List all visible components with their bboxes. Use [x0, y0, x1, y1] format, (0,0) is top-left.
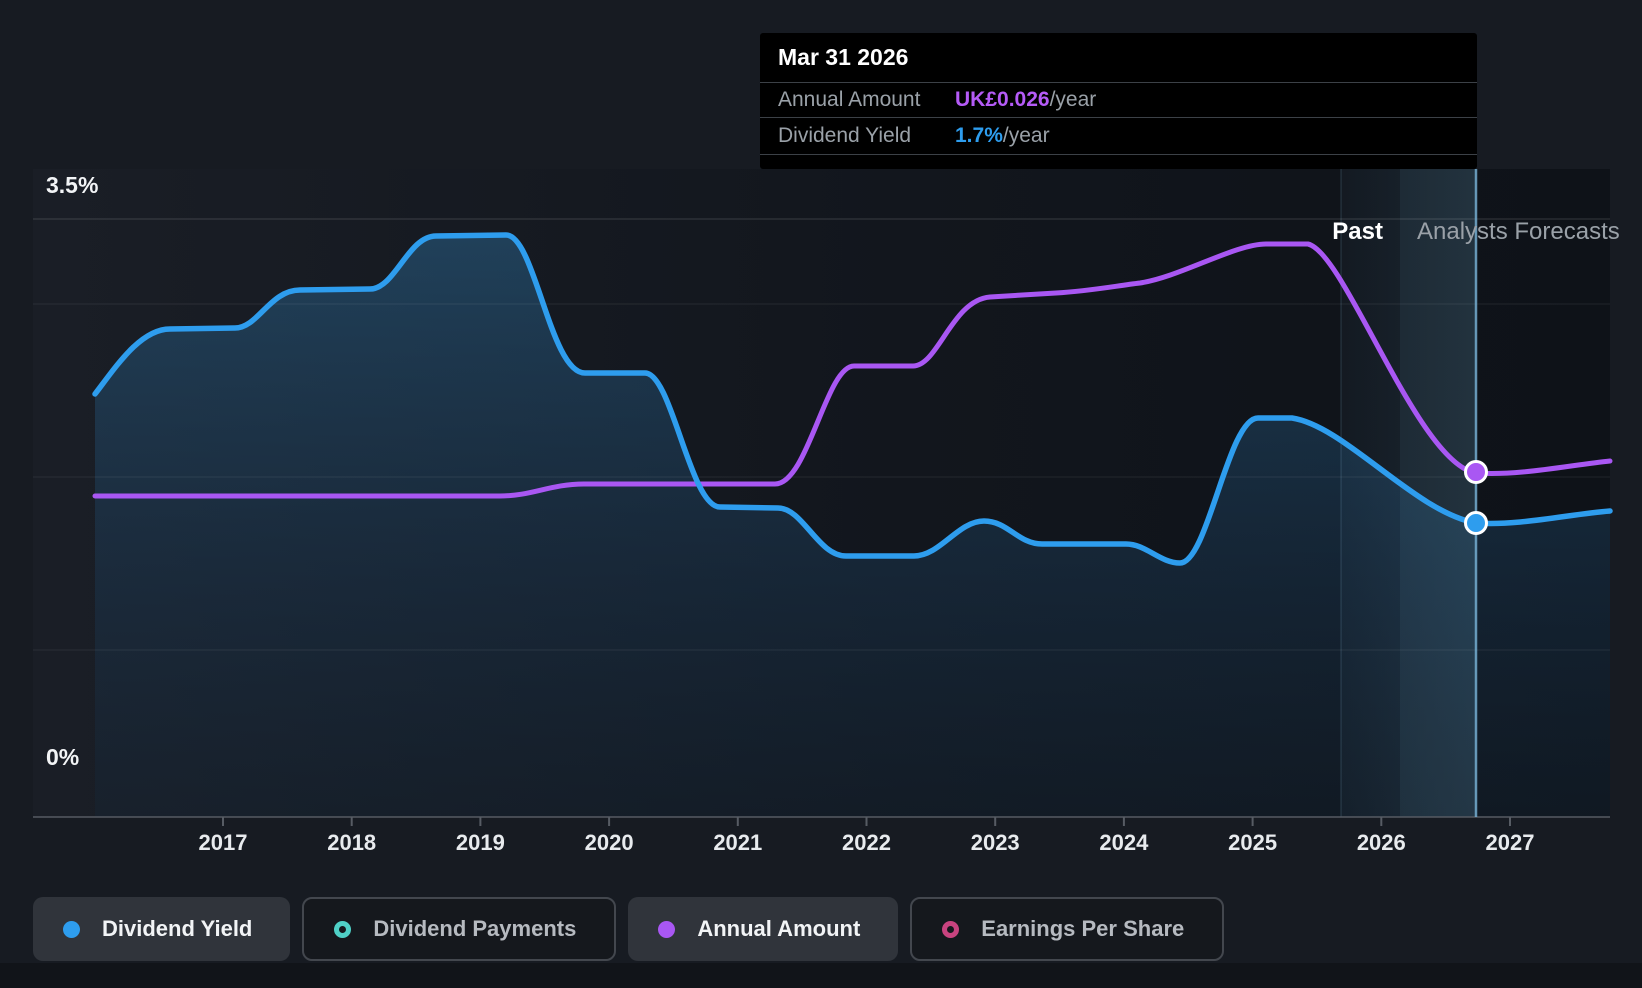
- tooltip-bottom-divider: [760, 154, 1477, 172]
- forecast-region-band: [1341, 169, 1476, 817]
- bottom-strip: [0, 963, 1642, 988]
- chart-tooltip: Mar 31 2026 Annual Amount UK£0.026 /year…: [760, 33, 1477, 169]
- y-axis-min-label: 0%: [46, 744, 80, 770]
- x-tick-label-2025: 2025: [1228, 830, 1277, 855]
- dividend-payments-swatch-icon: [334, 920, 352, 938]
- legend-label: Dividend Yield: [102, 916, 253, 941]
- x-tick-label-2027: 2027: [1486, 830, 1535, 855]
- tooltip-annual-amount-suffix: /year: [1049, 88, 1097, 111]
- chart-legend: Dividend Yield Dividend Payments Annual Am…: [33, 897, 1225, 961]
- legend-button-earnings-per-share[interactable]: Earnings Per Share: [910, 897, 1225, 961]
- x-tick-label-2018: 2018: [327, 830, 376, 855]
- annual-amount-marker-dot[interactable]: [1464, 460, 1488, 484]
- tooltip-annual-amount-row: Annual Amount UK£0.026 /year: [760, 82, 1477, 117]
- x-tick-label-2020: 2020: [585, 830, 634, 855]
- x-tick-label-2019: 2019: [456, 830, 505, 855]
- annual-amount-line[interactable]: [92, 241, 1613, 499]
- annual-amount-swatch-icon: [658, 920, 676, 938]
- earnings-per-share-swatch-icon: [942, 920, 960, 938]
- tooltip-annual-amount-label: Annual Amount: [778, 88, 921, 111]
- analysts-forecasts-region-label: Analysts Forecasts: [1417, 218, 1620, 245]
- x-tick-label-2023: 2023: [971, 830, 1020, 855]
- tooltip-annual-amount-value: UK£0.026: [955, 88, 1050, 111]
- dividend-yield-line[interactable]: [92, 232, 1613, 566]
- y-axis-max-label: 3.5%: [46, 172, 99, 198]
- tooltip-dividend-yield-row: Dividend Yield 1.7% /year: [760, 117, 1477, 154]
- legend-label: Earnings Per Share: [981, 916, 1185, 941]
- x-tick-label-2024: 2024: [1099, 830, 1149, 855]
- x-tick-label-2017: 2017: [199, 830, 248, 855]
- legend-button-dividend-yield[interactable]: Dividend Yield: [33, 897, 291, 961]
- legend-label: Dividend Payments: [373, 916, 577, 941]
- tooltip-date: Mar 31 2026: [778, 44, 909, 70]
- tooltip-dividend-yield-suffix: /year: [1002, 124, 1050, 147]
- past-region-label: Past: [1332, 218, 1383, 245]
- x-axis-ticks: 2017 2018 2019 2020 2021 2022 2023 2024 2025 2026…: [199, 817, 1535, 855]
- dividend-yield-area: [95, 235, 1610, 817]
- x-tick-label-2022: 2022: [842, 830, 891, 855]
- legend-button-annual-amount[interactable]: Annual Amount: [628, 897, 899, 961]
- dividend-yield-marker-dot[interactable]: [1464, 511, 1488, 535]
- tooltip-dividend-yield-value: 1.7%: [955, 124, 1003, 147]
- x-tick-label-2021: 2021: [713, 830, 762, 855]
- legend-label: Annual Amount: [697, 916, 861, 941]
- legend-button-dividend-payments[interactable]: Dividend Payments: [302, 897, 617, 961]
- tooltip-dividend-yield-label: Dividend Yield: [778, 124, 912, 147]
- dividend-yield-swatch-icon: [63, 920, 80, 938]
- x-tick-label-2026: 2026: [1357, 830, 1406, 855]
